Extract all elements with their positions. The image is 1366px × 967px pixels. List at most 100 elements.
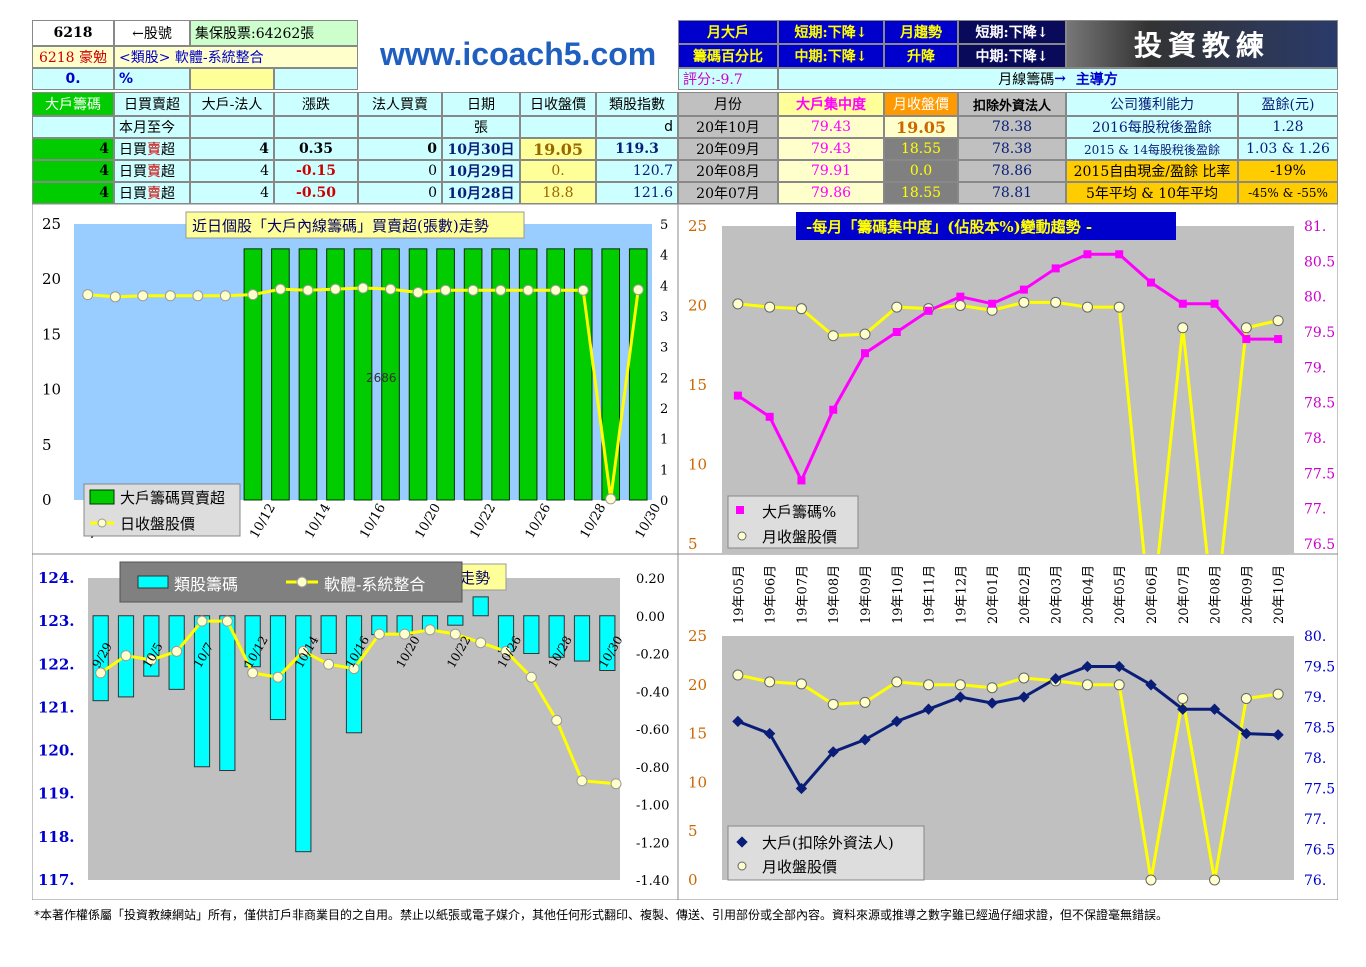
chart4-price-point — [1177, 692, 1189, 704]
chart1-annotation: 2686 — [366, 371, 397, 385]
chart2-price-point — [1272, 315, 1284, 327]
month-big: 月大戶 — [678, 20, 778, 44]
chart2-ytick-right: 81. — [1304, 219, 1326, 235]
blank-cyan — [274, 68, 358, 90]
chart3-bar — [244, 615, 261, 668]
chart1-price-point — [412, 286, 424, 298]
chart2-chip-point — [892, 328, 901, 336]
chart4-ytick-right: 78.5 — [1304, 721, 1335, 737]
r3-inst: 0 — [358, 182, 442, 204]
logo-text: 投資教練 — [1133, 29, 1270, 62]
chart1-price-point — [385, 283, 397, 295]
chart3-sector-point — [500, 645, 512, 657]
chart2-price-point — [1240, 322, 1252, 334]
chart1-price-point — [495, 284, 507, 296]
chart4-legend-dot — [737, 861, 747, 871]
chart4-price-point — [764, 676, 776, 688]
chart2-title: -每月「籌碼集中度」(佔股本%)變動趨勢 - — [806, 218, 1092, 236]
chart3-legend-line: 軟體-系統整合 — [324, 575, 425, 594]
chart1-legend-price: 日收盤股價 — [120, 515, 195, 533]
chart4-price-point — [1240, 692, 1252, 704]
chart4-price-point — [827, 698, 839, 710]
footer-disclaimer: *本著作權係屬「投資教練網站」所有，僅供訂戶非商業目的之自用。禁止以紙張或電子媒… — [34, 908, 1169, 922]
chart3-sector-point — [348, 663, 360, 675]
r1-bi: 4 — [190, 138, 274, 160]
chart3-legend-dot — [296, 576, 308, 588]
chart1-bar — [628, 248, 648, 501]
th-inst: 法人買賣 — [358, 92, 442, 116]
chart1-bar — [436, 248, 455, 501]
chart2-legend-price: 月收盤股價 — [762, 528, 837, 546]
chart4-legend-holder: 大戶(扣除外資法人) — [762, 834, 894, 852]
chart1-price-point — [329, 283, 341, 295]
rtable-r2-c2: 0.0 — [884, 160, 958, 182]
chart3-ytick-left: 117. — [38, 871, 75, 889]
chart2-ytick-left: 5 — [688, 535, 698, 553]
chart1-ytick-left: 5 — [42, 436, 52, 454]
chart4-legend-price: 月收盤股價 — [762, 858, 837, 876]
chart1-price-point — [632, 284, 644, 296]
rtable-r2-c0: 20年08月 — [678, 160, 778, 182]
chart3-sector-point — [247, 667, 259, 679]
chart3-sector-point — [551, 714, 563, 726]
chart4-ytick-left: 15 — [688, 725, 707, 743]
chart3-sector-point — [525, 671, 537, 683]
chart-monthly-concentration: 5 10 15 20 25 76.5 77. 77.5 78. 78.5 79. 79.5 80. 80.… — [678, 204, 1338, 554]
site-url[interactable]: www.icoach5.com — [380, 36, 657, 72]
chart2-price-line — [737, 300, 1279, 554]
chart2-legend — [727, 495, 859, 549]
zero-value: 0. — [32, 68, 114, 90]
chart3-ytick-right: -1.40 — [636, 874, 669, 889]
chart1-legend-bar-swatch — [89, 489, 115, 505]
chart1-ytick-left: 0 — [42, 491, 52, 509]
chart1-bar — [546, 248, 565, 501]
chart2-ytick-right: 76.5 — [1304, 537, 1335, 553]
rtable-r3-c3: 78.81 — [958, 182, 1066, 204]
chart1-price-point — [137, 290, 149, 302]
chart2-chip-point — [797, 476, 806, 485]
chart4-ytick-right: 79.5 — [1304, 660, 1335, 676]
chart2-price-point — [1113, 301, 1125, 313]
chart2-chip-point — [765, 412, 774, 421]
chart3-bar — [523, 615, 540, 654]
chart2-chip-point — [829, 405, 838, 414]
chart4-ytick-left: 10 — [688, 773, 707, 791]
chart-daily-chips: 05101520250112233445910/1210/1410/1610/2… — [32, 204, 678, 554]
chart1-bar — [573, 248, 593, 501]
chart3-sector-point — [145, 654, 157, 666]
r1-big: 4 — [32, 138, 114, 160]
chart4-xtick: 20年08月 — [1209, 565, 1224, 624]
th-date: 日期 — [442, 92, 520, 116]
pct-label: % — [114, 68, 190, 90]
chart4-ytick-right: 76. — [1304, 873, 1326, 889]
chart2-chip-point — [1019, 285, 1028, 294]
chart1-ytick-right: 3 — [660, 310, 668, 325]
rtable-r1-c1: 79.43 — [778, 138, 884, 160]
chart2-ytick-left: 25 — [688, 217, 707, 235]
chart4-ytick-right: 77.5 — [1304, 782, 1335, 798]
chart3-ytick-right: -0.80 — [636, 761, 669, 776]
r1-chg: 0.35 — [274, 138, 358, 160]
blank-yellow — [190, 68, 274, 90]
rth-eps: 盈餘(元) — [1238, 92, 1338, 116]
chart3-ytick-left: 120. — [38, 742, 75, 760]
chart4-xtick: 20年10月 — [1272, 565, 1287, 624]
chart3-sector-point — [576, 775, 588, 787]
direction-label: 主導方 — [1075, 72, 1118, 88]
chart4-xtick: 20年05月 — [1113, 565, 1128, 624]
chart4-holder-point — [1018, 691, 1030, 703]
chart1-ytick-right: 2 — [660, 402, 668, 417]
r3-bi: 4 — [190, 182, 274, 204]
r1-daily: 日買賣超 — [114, 138, 190, 160]
chart4-xtick: 20年03月 — [1050, 565, 1065, 624]
chart1-ytick-right: 5 — [660, 218, 668, 233]
chart3-bar — [345, 615, 363, 734]
r1-index: 119.3 — [596, 138, 678, 160]
row0-unit: 張 — [442, 116, 520, 138]
r2-inst: 0 — [358, 160, 442, 182]
month-chip-pct: 籌碼百分比 — [678, 44, 778, 68]
rth-close: 月收盤價 — [884, 92, 958, 116]
mid-term-1: 中期:下降↓ — [778, 44, 884, 68]
arrow-right-icon: → — [1054, 71, 1076, 87]
chart3-bar — [92, 615, 109, 702]
